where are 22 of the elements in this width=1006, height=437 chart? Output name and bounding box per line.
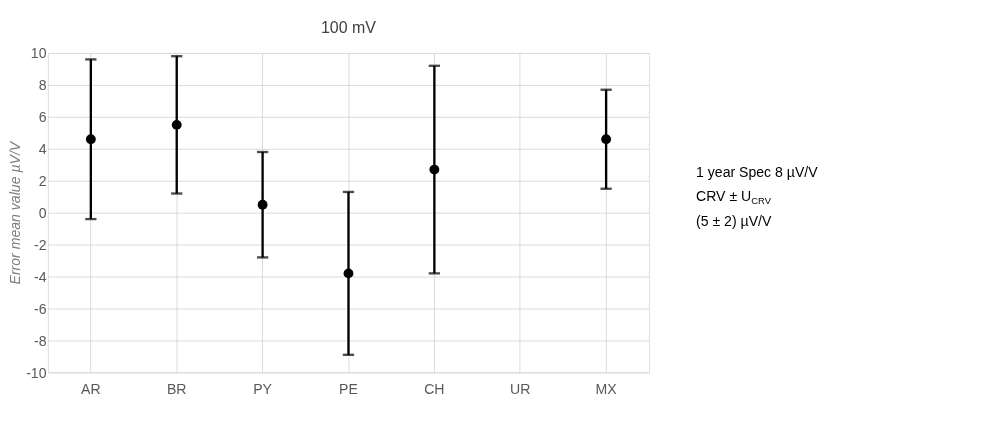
y-tick-label: -4 (33, 268, 47, 285)
y-tick-label: 2 (38, 172, 47, 189)
x-tick-label: BR (166, 380, 187, 397)
x-tick-label: UR (510, 380, 531, 397)
text: 1 year Spec 8 µV/V (696, 164, 819, 180)
x-tick-label: PE (339, 380, 358, 397)
y-tick-label: -6 (33, 300, 47, 317)
x-tick-label: PY (253, 380, 273, 397)
x-tick-label: MX (595, 380, 618, 397)
y-tick-label: 8 (38, 77, 47, 94)
x-tick-label: CH (424, 380, 445, 397)
y-tick-label: -10 (26, 364, 47, 381)
y-tick-label: 6 (38, 109, 47, 126)
y-tick-label: 0 (38, 204, 47, 221)
y-tick-label: -2 (33, 236, 47, 253)
y-tick-label: 4 (38, 140, 47, 157)
chart-title: 100 mV (320, 19, 377, 37)
y-tick-label: 10 (30, 45, 47, 62)
x-tick-label: AR (81, 380, 101, 397)
y-axis-title: Error mean value µV/V (6, 140, 23, 285)
text: (5 ± 2) µV/V (696, 212, 772, 229)
y-tick-label: -8 (33, 332, 47, 349)
